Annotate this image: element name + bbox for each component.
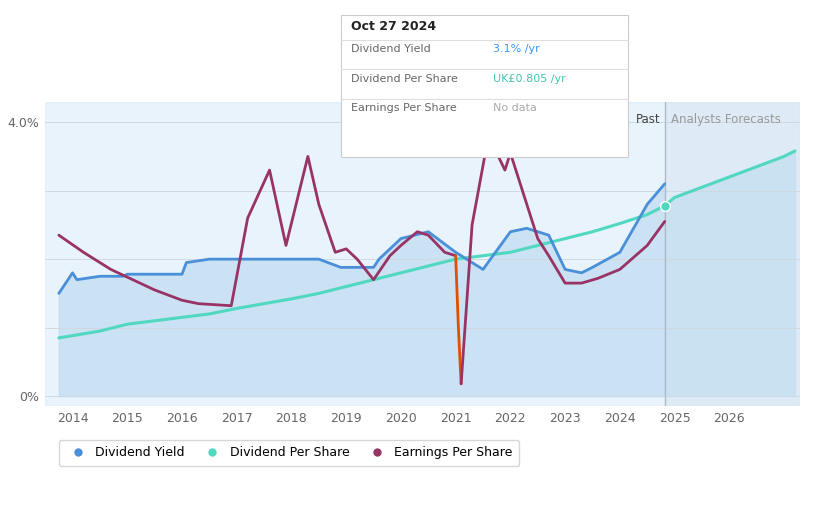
Text: UK£0.805 /yr: UK£0.805 /yr xyxy=(493,74,566,84)
Text: Oct 27 2024: Oct 27 2024 xyxy=(351,20,436,34)
Text: No data: No data xyxy=(493,103,536,113)
Text: Dividend Yield: Dividend Yield xyxy=(351,44,430,54)
Legend: Dividend Yield, Dividend Per Share, Earnings Per Share: Dividend Yield, Dividend Per Share, Earn… xyxy=(59,440,519,466)
Text: Dividend Per Share: Dividend Per Share xyxy=(351,74,457,84)
Bar xyxy=(45,102,665,406)
Text: Analysts Forecasts: Analysts Forecasts xyxy=(672,113,781,126)
Text: Past: Past xyxy=(635,113,660,126)
Text: 3.1% /yr: 3.1% /yr xyxy=(493,44,539,54)
Text: Earnings Per Share: Earnings Per Share xyxy=(351,103,456,113)
Bar xyxy=(665,102,800,406)
